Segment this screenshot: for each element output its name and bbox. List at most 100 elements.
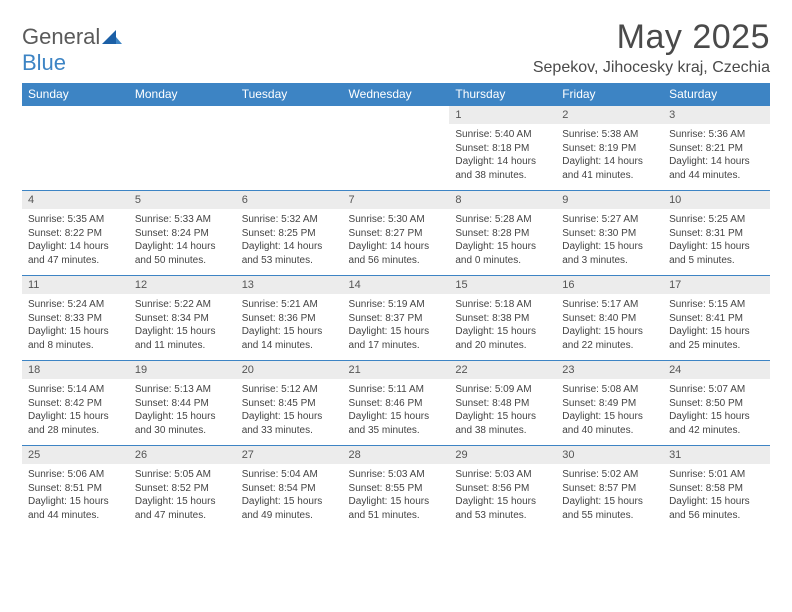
dl2-label: and 44 minutes. [669,169,764,183]
dow-wednesday: Wednesday [343,83,450,106]
day-number-cell: 13 [236,276,343,295]
day-number-cell [343,106,450,125]
day-details-cell: Sunrise: 5:32 AMSunset: 8:25 PMDaylight:… [236,209,343,276]
dl2-label: and 53 minutes. [242,254,337,268]
dl2-label: and 40 minutes. [562,424,657,438]
month-title: May 2025 [533,18,770,57]
dl2-label: and 55 minutes. [562,509,657,523]
dl2-label: and 0 minutes. [455,254,550,268]
day-number-cell: 21 [343,361,450,380]
sunset-label: Sunset: 8:25 PM [242,227,337,241]
dl1-label: Daylight: 15 hours [669,495,764,509]
day-details-cell [343,124,450,191]
sunset-label: Sunset: 8:36 PM [242,312,337,326]
sunset-label: Sunset: 8:38 PM [455,312,550,326]
sunset-label: Sunset: 8:19 PM [562,142,657,156]
dl1-label: Daylight: 15 hours [242,495,337,509]
daynum-row: 25262728293031 [22,446,770,465]
day-number-cell: 17 [663,276,770,295]
details-row: Sunrise: 5:14 AMSunset: 8:42 PMDaylight:… [22,379,770,446]
dl1-label: Daylight: 15 hours [455,240,550,254]
dl2-label: and 30 minutes. [135,424,230,438]
dow-saturday: Saturday [663,83,770,106]
dl1-label: Daylight: 15 hours [242,410,337,424]
day-number-cell [236,106,343,125]
day-details-cell: Sunrise: 5:15 AMSunset: 8:41 PMDaylight:… [663,294,770,361]
day-details-cell: Sunrise: 5:07 AMSunset: 8:50 PMDaylight:… [663,379,770,446]
dl2-label: and 47 minutes. [28,254,123,268]
dow-monday: Monday [129,83,236,106]
day-number-cell: 3 [663,106,770,125]
dl2-label: and 41 minutes. [562,169,657,183]
dl2-label: and 47 minutes. [135,509,230,523]
day-number-cell: 16 [556,276,663,295]
sunrise-label: Sunrise: 5:05 AM [135,468,230,482]
dl1-label: Daylight: 15 hours [669,325,764,339]
details-row: Sunrise: 5:35 AMSunset: 8:22 PMDaylight:… [22,209,770,276]
day-number-cell: 7 [343,191,450,210]
dow-thursday: Thursday [449,83,556,106]
dl1-label: Daylight: 14 hours [28,240,123,254]
day-details-cell: Sunrise: 5:27 AMSunset: 8:30 PMDaylight:… [556,209,663,276]
sunrise-label: Sunrise: 5:04 AM [242,468,337,482]
sunrise-label: Sunrise: 5:22 AM [135,298,230,312]
sunrise-label: Sunrise: 5:02 AM [562,468,657,482]
sunrise-label: Sunrise: 5:28 AM [455,213,550,227]
sunrise-label: Sunrise: 5:24 AM [28,298,123,312]
dl2-label: and 44 minutes. [28,509,123,523]
dl1-label: Daylight: 15 hours [28,495,123,509]
day-number-cell: 10 [663,191,770,210]
sunrise-label: Sunrise: 5:36 AM [669,128,764,142]
dl2-label: and 3 minutes. [562,254,657,268]
day-details-cell: Sunrise: 5:25 AMSunset: 8:31 PMDaylight:… [663,209,770,276]
day-details-cell: Sunrise: 5:17 AMSunset: 8:40 PMDaylight:… [556,294,663,361]
day-number-cell: 19 [129,361,236,380]
day-number-cell: 25 [22,446,129,465]
day-details-cell: Sunrise: 5:02 AMSunset: 8:57 PMDaylight:… [556,464,663,530]
dl1-label: Daylight: 15 hours [135,495,230,509]
day-details-cell [129,124,236,191]
dl2-label: and 14 minutes. [242,339,337,353]
sunset-label: Sunset: 8:46 PM [349,397,444,411]
sunrise-label: Sunrise: 5:07 AM [669,383,764,397]
day-details-cell [22,124,129,191]
day-details-cell: Sunrise: 5:33 AMSunset: 8:24 PMDaylight:… [129,209,236,276]
sunset-label: Sunset: 8:57 PM [562,482,657,496]
day-details-cell: Sunrise: 5:06 AMSunset: 8:51 PMDaylight:… [22,464,129,530]
brand-logo: GeneralBlue [22,18,122,76]
sunrise-label: Sunrise: 5:19 AM [349,298,444,312]
sunset-label: Sunset: 8:21 PM [669,142,764,156]
sunset-label: Sunset: 8:55 PM [349,482,444,496]
day-details-cell: Sunrise: 5:01 AMSunset: 8:58 PMDaylight:… [663,464,770,530]
sunrise-label: Sunrise: 5:33 AM [135,213,230,227]
day-number-cell: 4 [22,191,129,210]
day-details-cell: Sunrise: 5:36 AMSunset: 8:21 PMDaylight:… [663,124,770,191]
dl1-label: Daylight: 15 hours [135,325,230,339]
dl1-label: Daylight: 14 hours [669,155,764,169]
sunset-label: Sunset: 8:24 PM [135,227,230,241]
dl1-label: Daylight: 15 hours [135,410,230,424]
sunrise-label: Sunrise: 5:30 AM [349,213,444,227]
sunset-label: Sunset: 8:27 PM [349,227,444,241]
sunset-label: Sunset: 8:37 PM [349,312,444,326]
dl2-label: and 56 minutes. [669,509,764,523]
dl1-label: Daylight: 14 hours [562,155,657,169]
day-number-cell: 9 [556,191,663,210]
day-details-cell: Sunrise: 5:18 AMSunset: 8:38 PMDaylight:… [449,294,556,361]
day-number-cell [22,106,129,125]
sunset-label: Sunset: 8:58 PM [669,482,764,496]
dl1-label: Daylight: 15 hours [242,325,337,339]
dl1-label: Daylight: 15 hours [349,495,444,509]
sunrise-label: Sunrise: 5:01 AM [669,468,764,482]
dl1-label: Daylight: 15 hours [455,410,550,424]
sunset-label: Sunset: 8:49 PM [562,397,657,411]
sunset-label: Sunset: 8:34 PM [135,312,230,326]
day-number-cell: 8 [449,191,556,210]
dl2-label: and 22 minutes. [562,339,657,353]
dl1-label: Daylight: 14 hours [135,240,230,254]
dl1-label: Daylight: 14 hours [349,240,444,254]
sunset-label: Sunset: 8:48 PM [455,397,550,411]
day-details-cell: Sunrise: 5:35 AMSunset: 8:22 PMDaylight:… [22,209,129,276]
sunset-label: Sunset: 8:56 PM [455,482,550,496]
day-number-cell: 29 [449,446,556,465]
